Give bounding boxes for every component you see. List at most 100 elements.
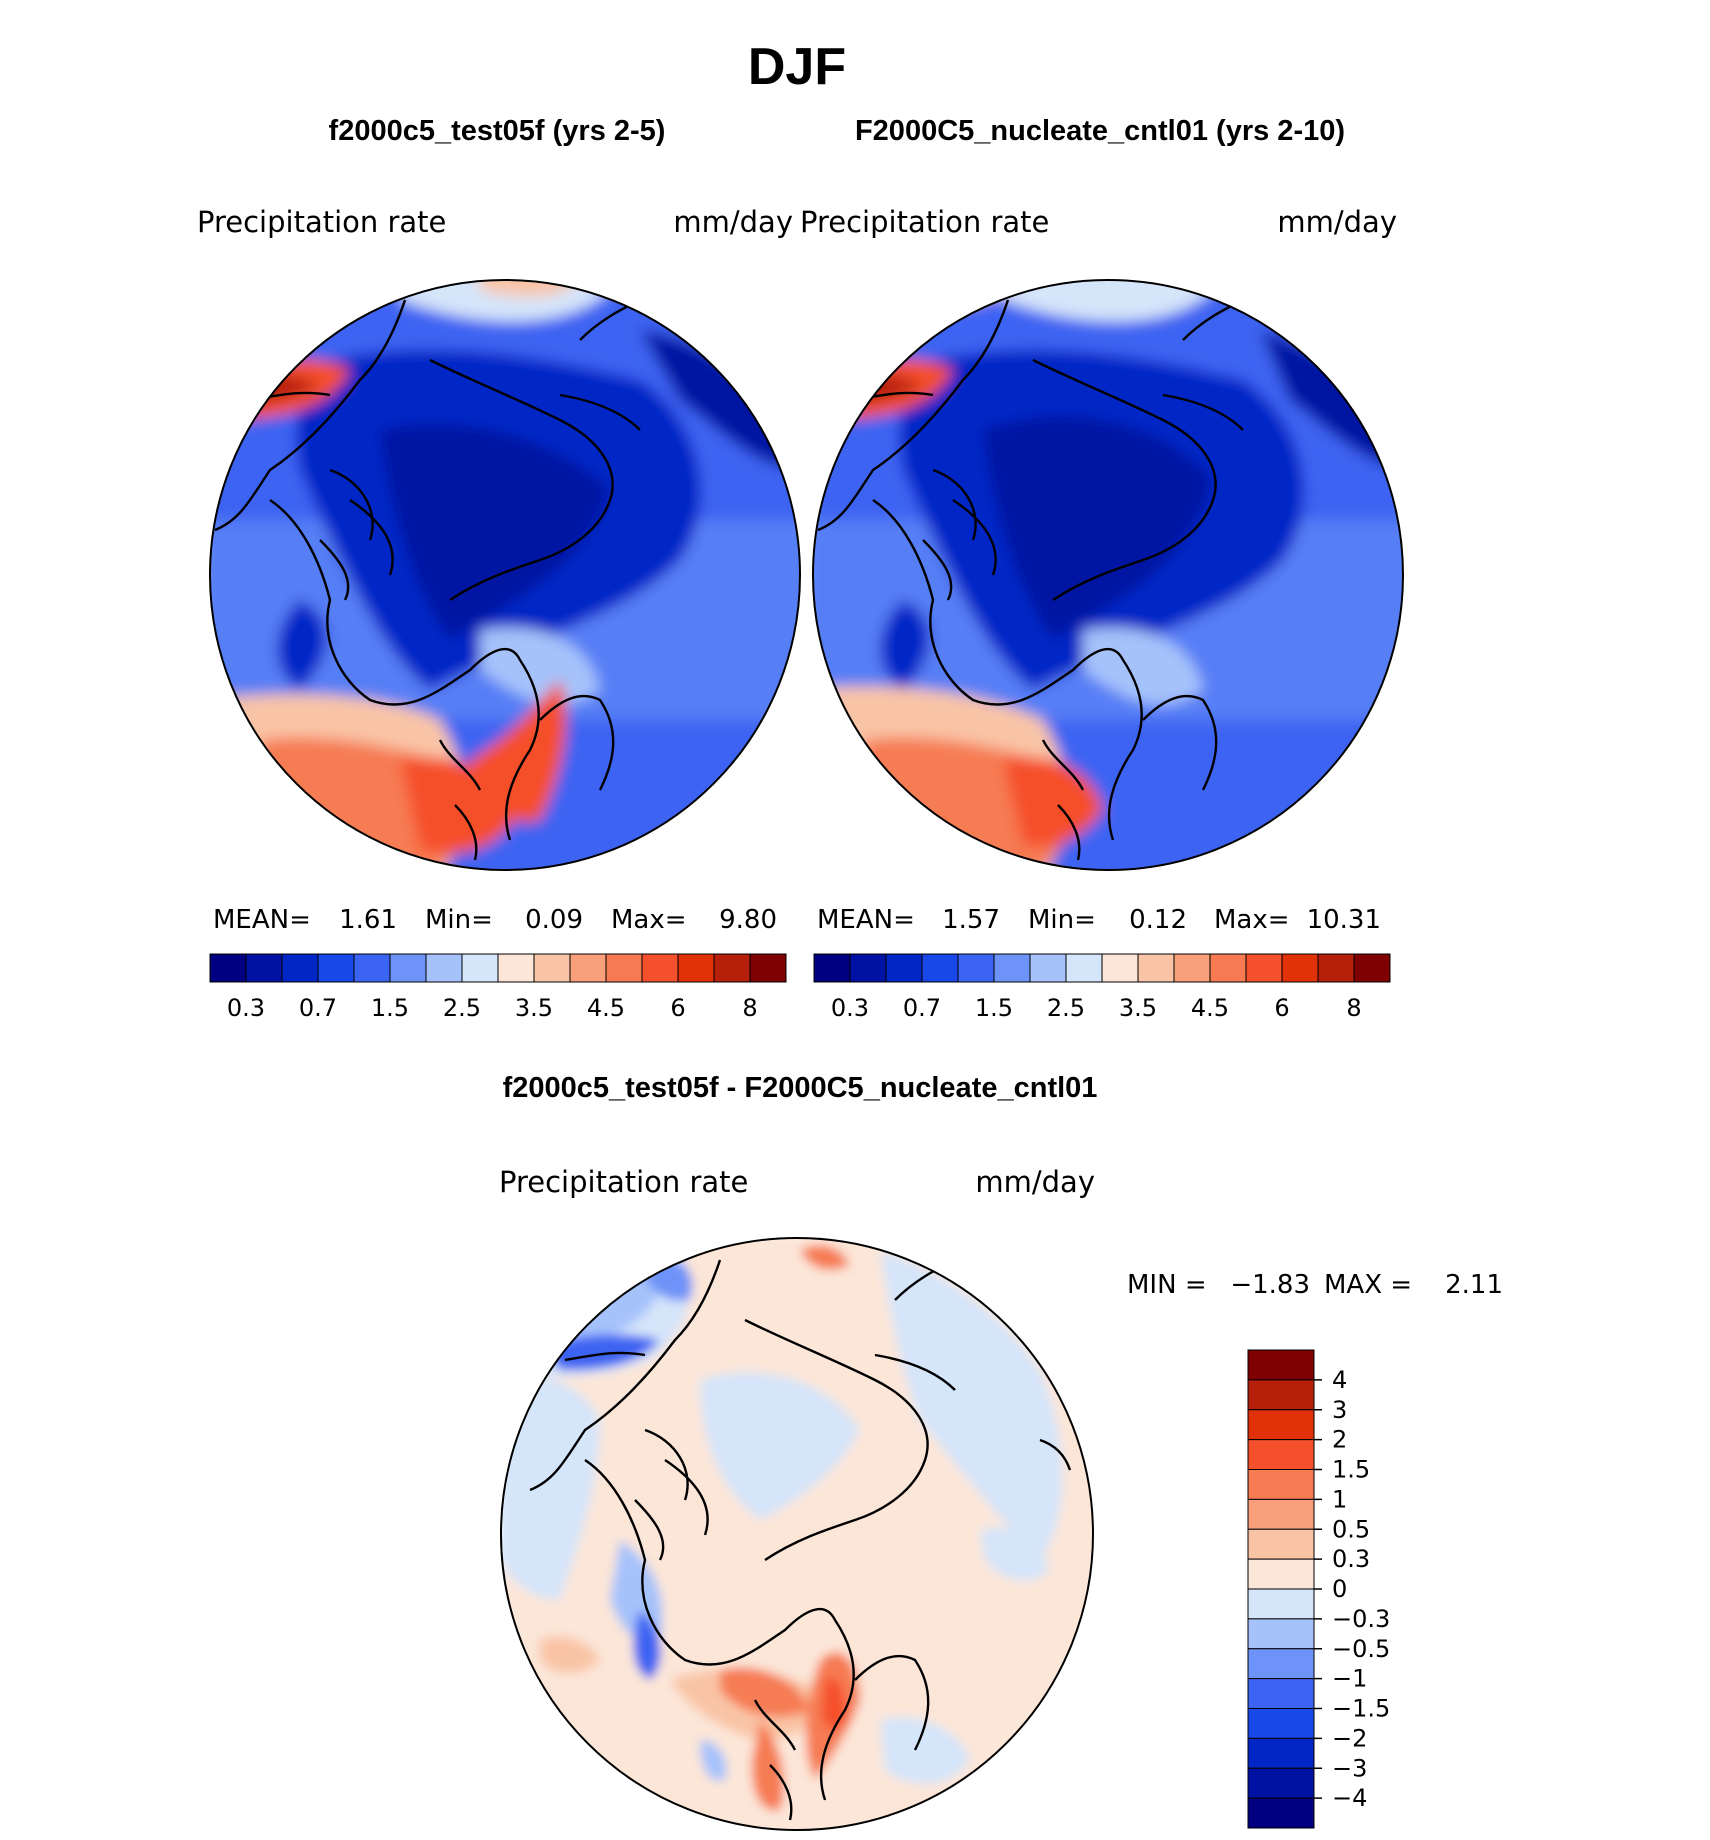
panel-c-colorbar-swatch (1247, 1648, 1315, 1680)
panel-b-colorbar-swatch (813, 953, 851, 983)
panel-c-colorbar-tick-label: 2 (1332, 1426, 1347, 1454)
panel-c-colorbar-swatch (1247, 1379, 1315, 1411)
panel-c-colorbar-tick-label: 4 (1332, 1366, 1347, 1394)
panel-b-colorbar-swatch (1209, 953, 1247, 983)
panel-b-colorbar-tick-label: 8 (1346, 994, 1361, 1022)
panel-b: F2000C5_nucleate_cntl01 (yrs 2-10) Preci… (800, 115, 1404, 1022)
panel-a-colorbar-swatch (245, 953, 283, 983)
panel-c-colorbar-swatch (1247, 1737, 1315, 1769)
panel-b-colorbar-swatch (1281, 953, 1319, 983)
panel-b-colorbar-swatch (957, 953, 995, 983)
panel-a-colorbar-tick-label: 4.5 (587, 994, 625, 1022)
panel-a-colorbar-swatch (749, 953, 787, 983)
panel-b-max-value: 10.31 (1307, 905, 1381, 935)
panel-a-colorbar-swatch (209, 953, 247, 983)
panel-c-colorbar-tick-label: −0.3 (1332, 1605, 1390, 1633)
panel-b-map-border (812, 279, 1404, 871)
panel-c-colorbar-tick-label: −2 (1332, 1724, 1367, 1752)
panel-a-max-value: 9.80 (719, 905, 777, 935)
panel-b-map (813, 280, 1403, 870)
panel-c-colorbar-tick-label: 0 (1332, 1575, 1347, 1603)
main-title: DJF (748, 38, 846, 96)
panel-a-mean-value: 1.61 (339, 905, 397, 935)
panel-b-colorbar-swatch (885, 953, 923, 983)
panel-b-colorbar-tick-label: 6 (1274, 994, 1289, 1022)
panel-b-colorbar: 0.3 0.7 1.5 2.5 3.5 4.5 6 8 (813, 953, 1391, 1022)
panel-b-colorbar-swatch (1065, 953, 1103, 983)
panel-a-colorbar-tick-label: 3.5 (515, 994, 553, 1022)
panel-b-units: mm/day (1277, 205, 1397, 239)
panel-c-colorbar-tick-label: 0.5 (1332, 1515, 1370, 1543)
panel-c-max-label: MAX = (1324, 1270, 1412, 1300)
panel-c-max-value: 2.11 (1445, 1270, 1503, 1300)
panel-a-colorbar-tick-label: 0.7 (299, 994, 337, 1022)
panel-c-colorbar-tick-label: −4 (1332, 1784, 1367, 1812)
panel-c-colorbar-tick-label: −1.5 (1332, 1695, 1390, 1723)
panel-c-colorbar-swatch (1247, 1588, 1315, 1620)
panel-a-colorbar-tick-label: 1.5 (371, 994, 409, 1022)
panel-c-units: mm/day (975, 1165, 1095, 1199)
panel-a-colorbar-swatch (533, 953, 571, 983)
panel-c-colorbar-swatch (1247, 1708, 1315, 1739)
panel-a-colorbar-tick-label: 8 (742, 994, 757, 1022)
panel-c-map-border (500, 1237, 1094, 1831)
panel-a-colorbar-swatch (389, 953, 427, 983)
panel-a-colorbar-swatch (569, 953, 607, 983)
panel-c-colorbar-swatch (1247, 1558, 1315, 1590)
panel-c-colorbar-swatch (1247, 1498, 1315, 1530)
panel-c-colorbar-tick-label: 0.3 (1332, 1545, 1370, 1573)
panel-b-colorbar-tick-label: 4.5 (1191, 994, 1229, 1022)
panel-c-colorbar-swatch (1247, 1797, 1315, 1829)
panel-c-colorbar-tick-label: −3 (1332, 1754, 1367, 1782)
panel-c-colorbar-swatch (1247, 1349, 1315, 1381)
panel-a-colorbar-swatch (425, 953, 463, 983)
panel-b-colorbar-swatch (1173, 953, 1211, 983)
panel-a-colorbar-swatch (497, 953, 535, 983)
panel-b-mean-label: MEAN= (817, 905, 915, 935)
panel-c-colorbar-tick-label: −0.5 (1332, 1635, 1390, 1663)
panel-a-max-label: Max= (611, 905, 687, 935)
panel-a-units: mm/day (673, 205, 793, 239)
panel-a-colorbar-swatch (713, 953, 751, 983)
panel-b-min-value: 0.12 (1129, 905, 1187, 935)
panel-b-field-label: Precipitation rate (800, 205, 1049, 239)
panel-c-min-label: MIN = (1127, 1270, 1207, 1300)
panel-a-colorbar-swatch (677, 953, 715, 983)
panel-a-colorbar-tick-label: 2.5 (443, 994, 481, 1022)
panel-a-colorbar-swatch (461, 953, 499, 983)
panel-c-colorbar-swatch (1247, 1439, 1315, 1470)
panel-b-colorbar-swatch (921, 953, 959, 983)
panel-b-min-label: Min= (1028, 905, 1096, 935)
panel-b-colorbar-swatch (1353, 953, 1391, 983)
panel-b-mean-value: 1.57 (942, 905, 1000, 935)
panel-b-colorbar-tick-label: 1.5 (975, 994, 1013, 1022)
panel-b-colorbar-tick-label: 0.7 (903, 994, 941, 1022)
panel-c-colorbar-tick-label: 3 (1332, 1396, 1347, 1424)
panel-c-colorbar-tick-label: 1.5 (1332, 1456, 1370, 1484)
panel-a-field-label: Precipitation rate (197, 205, 446, 239)
panel-c-field-label: Precipitation rate (499, 1165, 748, 1199)
panel-b-colorbar-tick-label: 3.5 (1119, 994, 1157, 1022)
panel-c-colorbar-tick-label: 1 (1332, 1485, 1347, 1513)
panel-a-map-border (209, 279, 801, 871)
panel-b-colorbar-swatch (1245, 953, 1283, 983)
panel-b-colorbar-tick-label: 0.3 (831, 994, 869, 1022)
panel-c-colorbar-tick-label: −1 (1332, 1665, 1367, 1693)
panel-b-colorbar-swatch (1029, 953, 1067, 983)
panel-a-colorbar-swatch (641, 953, 679, 983)
panel-c: f2000c5_test05f - F2000C5_nucleate_cntl0… (499, 1072, 1503, 1831)
panel-c-colorbar-swatch (1247, 1409, 1315, 1441)
panel-a-colorbar-swatch (605, 953, 643, 983)
panel-a-mean-label: MEAN= (213, 905, 311, 935)
panel-b-colorbar-swatch (1101, 953, 1139, 983)
panel-b-colorbar-swatch (1137, 953, 1175, 983)
panel-c-colorbar-swatch (1247, 1528, 1315, 1560)
panel-b-colorbar-swatch (993, 953, 1031, 983)
panel-a-colorbar: 0.3 0.7 1.5 2.5 3.5 4.5 6 8 (209, 953, 787, 1022)
panel-a: f2000c5_test05f (yrs 2-5) Precipitation … (197, 115, 801, 1022)
panel-a-min-label: Min= (425, 905, 493, 935)
panel-b-subtitle: F2000C5_nucleate_cntl01 (yrs 2-10) (855, 115, 1345, 147)
panel-a-colorbar-tick-label: 6 (670, 994, 685, 1022)
